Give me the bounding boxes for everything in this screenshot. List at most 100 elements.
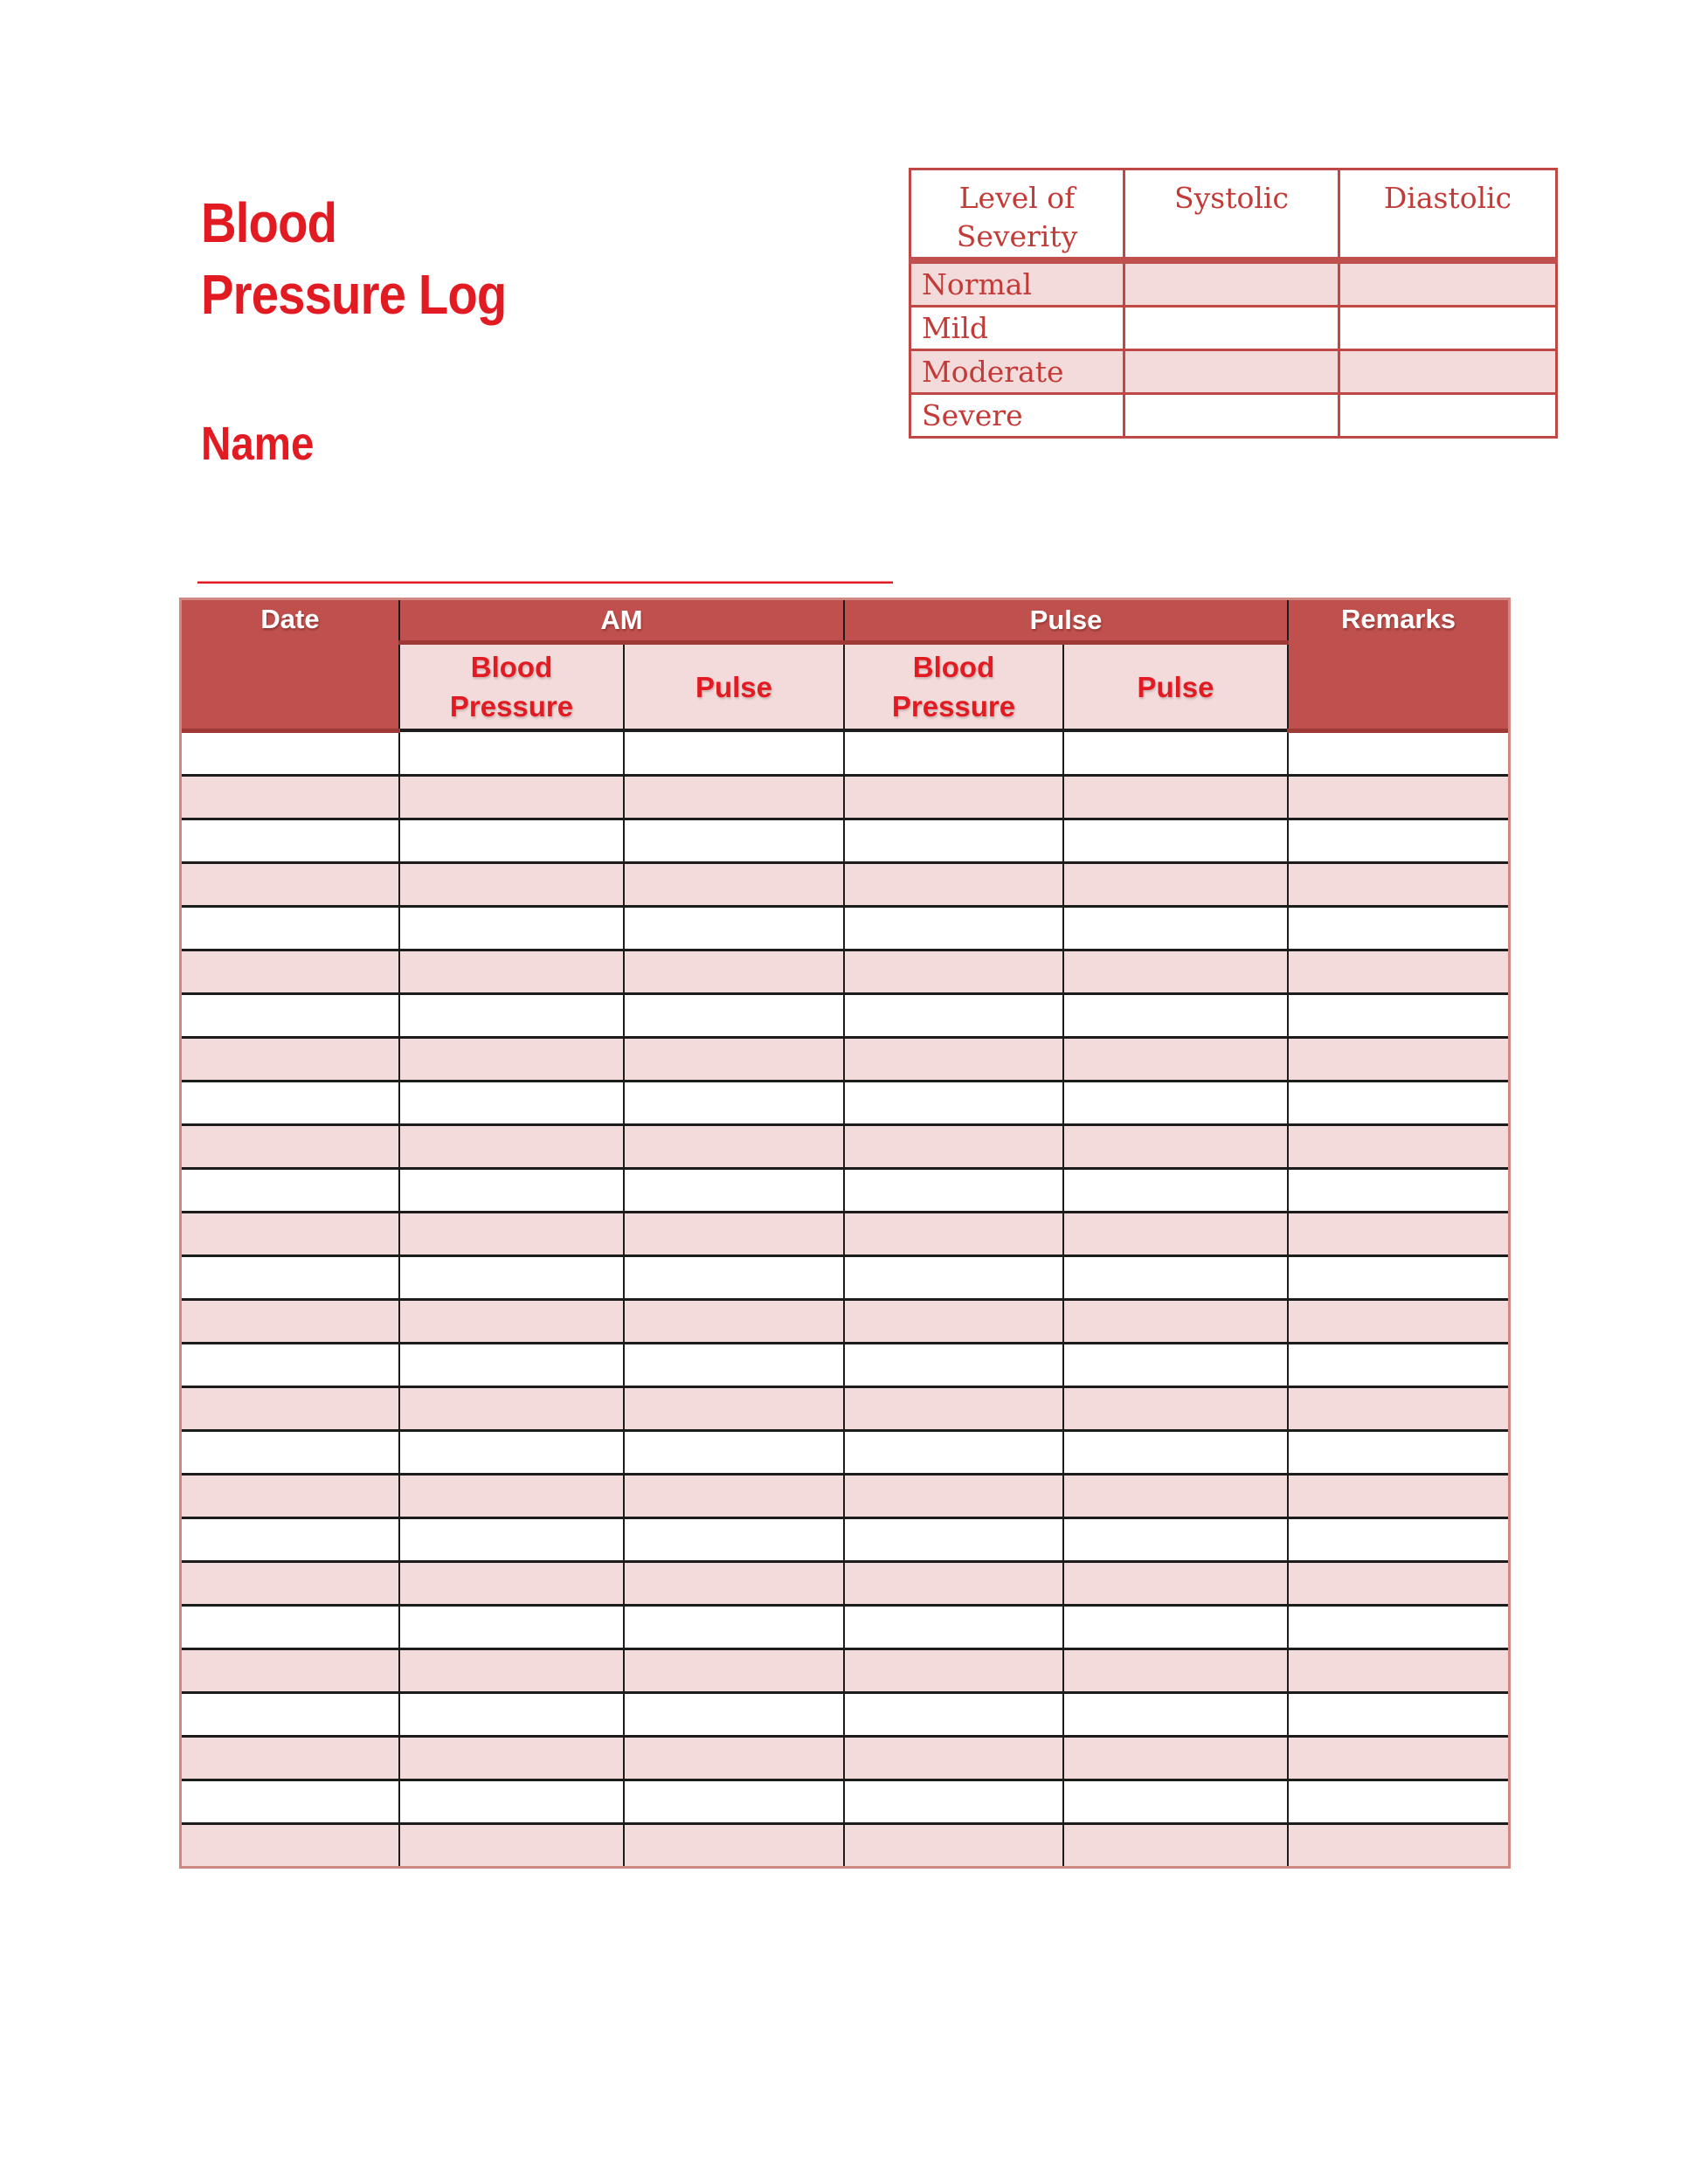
log-row — [182, 773, 1508, 820]
log-am-pulse-cell — [623, 773, 845, 820]
log-am-bp-cell — [398, 729, 625, 777]
severity-row-label: Mild — [909, 305, 1125, 351]
log-date-cell — [182, 1254, 400, 1301]
log-pm-bp-cell — [843, 1385, 1064, 1432]
log-am-pulse-cell — [623, 1690, 845, 1738]
log-am-pulse-cell — [623, 1166, 845, 1213]
log-row — [182, 1472, 1508, 1519]
name-underline-text: ________________________________________ — [197, 526, 893, 589]
log-pm-pulse-cell — [1062, 1166, 1289, 1213]
log-am-pulse-cell — [623, 992, 845, 1039]
log-row — [182, 1123, 1508, 1170]
log-remarks-cell — [1287, 1603, 1508, 1650]
log-pm-bp-cell — [843, 1734, 1064, 1781]
log-pm-pulse-cell — [1062, 1385, 1289, 1432]
log-row — [182, 1647, 1508, 1694]
log-am-pulse-cell — [623, 1603, 845, 1650]
log-subheader-pm-blood-pressure: Blood Pressure — [843, 641, 1064, 732]
page-title-line2: Pressure Log — [201, 263, 507, 326]
log-pm-bp-cell — [843, 1603, 1064, 1650]
log-date-cell — [182, 1210, 400, 1257]
bp-log-table: Date AM Pulse Remarks Blood Pressure Pul… — [182, 600, 1508, 1866]
log-remarks-cell — [1287, 1472, 1508, 1519]
log-date-cell — [182, 1821, 400, 1866]
log-am-bp-cell — [398, 1559, 625, 1607]
log-row — [182, 817, 1508, 864]
log-remarks-cell — [1287, 992, 1508, 1039]
log-am-pulse-cell — [623, 1559, 845, 1607]
log-row — [182, 948, 1508, 995]
log-row — [182, 1516, 1508, 1563]
log-pm-pulse-cell — [1062, 1297, 1289, 1344]
log-remarks-cell — [1287, 1210, 1508, 1257]
log-row — [182, 1210, 1508, 1257]
log-pm-bp-cell — [843, 1254, 1064, 1301]
log-am-pulse-cell — [623, 1035, 845, 1082]
log-date-cell — [182, 729, 400, 777]
log-am-bp-cell — [398, 1821, 625, 1866]
log-row — [182, 904, 1508, 951]
log-pm-bp-cell — [843, 1647, 1064, 1694]
log-pm-bp-cell — [843, 773, 1064, 820]
log-remarks-cell — [1287, 1079, 1508, 1126]
log-date-cell — [182, 992, 400, 1039]
log-am-bp-cell — [398, 817, 625, 864]
log-date-cell — [182, 1428, 400, 1476]
log-remarks-cell — [1287, 904, 1508, 951]
log-remarks-cell — [1287, 1166, 1508, 1213]
log-remarks-cell — [1287, 1821, 1508, 1866]
log-date-cell — [182, 860, 400, 908]
log-pm-bp-cell — [843, 1035, 1064, 1082]
severity-header-row: Level of Severity Systolic Diastolic — [909, 168, 1558, 264]
log-am-bp-cell — [398, 1035, 625, 1082]
severity-table: Level of Severity Systolic Diastolic Nor… — [909, 168, 1558, 439]
log-subheader-am-blood-pressure: Blood Pressure — [399, 641, 625, 732]
log-am-bp-cell — [398, 1428, 625, 1476]
log-pm-pulse-cell — [1062, 1690, 1289, 1738]
log-remarks-cell — [1287, 1647, 1508, 1694]
log-remarks-cell — [1287, 1516, 1508, 1563]
log-pm-bp-cell — [843, 1341, 1064, 1388]
log-pm-pulse-cell — [1062, 1079, 1289, 1126]
log-remarks-cell — [1287, 1035, 1508, 1082]
log-date-cell — [182, 1603, 400, 1650]
severity-row-label: Normal — [909, 259, 1125, 308]
log-am-bp-cell — [398, 1385, 625, 1432]
log-remarks-cell — [1287, 948, 1508, 995]
severity-systolic-cell — [1123, 349, 1340, 395]
log-am-bp-cell — [398, 1734, 625, 1781]
log-pm-pulse-cell — [1062, 817, 1289, 864]
log-pm-pulse-cell — [1062, 1516, 1289, 1563]
log-pm-pulse-cell — [1062, 948, 1289, 995]
severity-row-label: Severe — [909, 392, 1125, 439]
log-remarks-cell — [1287, 1428, 1508, 1476]
name-label: Name — [201, 418, 315, 470]
log-am-pulse-cell — [623, 1341, 845, 1388]
log-pm-bp-cell — [843, 1210, 1064, 1257]
log-am-bp-cell — [398, 1210, 625, 1257]
log-remarks-cell — [1287, 1123, 1508, 1170]
log-am-pulse-cell — [623, 1516, 845, 1563]
log-pm-bp-cell — [843, 1778, 1064, 1825]
log-pm-bp-cell — [843, 1123, 1064, 1170]
log-pm-bp-cell — [843, 1690, 1064, 1738]
log-pm-bp-cell — [843, 1428, 1064, 1476]
page-title-line1: Blood — [201, 191, 337, 254]
log-pm-pulse-cell — [1062, 860, 1289, 908]
page-title: Blood Pressure Log — [201, 187, 507, 330]
log-pm-pulse-cell — [1062, 773, 1289, 820]
log-date-cell — [182, 1778, 400, 1825]
log-date-cell — [182, 773, 400, 820]
log-subheader-am-pulse: Pulse — [623, 641, 845, 732]
log-row — [182, 1559, 1508, 1607]
log-am-pulse-cell — [623, 948, 845, 995]
log-sub-header-row: Blood Pressure Pulse Blood Pressure Puls… — [182, 641, 1508, 732]
log-pm-pulse-cell — [1062, 904, 1289, 951]
log-remarks-cell — [1287, 1690, 1508, 1738]
severity-row: Moderate — [909, 349, 1558, 395]
log-date-cell — [182, 1341, 400, 1388]
log-am-bp-cell — [398, 1123, 625, 1170]
log-remarks-cell — [1287, 773, 1508, 820]
log-am-bp-cell — [398, 1472, 625, 1519]
log-row — [182, 1254, 1508, 1301]
